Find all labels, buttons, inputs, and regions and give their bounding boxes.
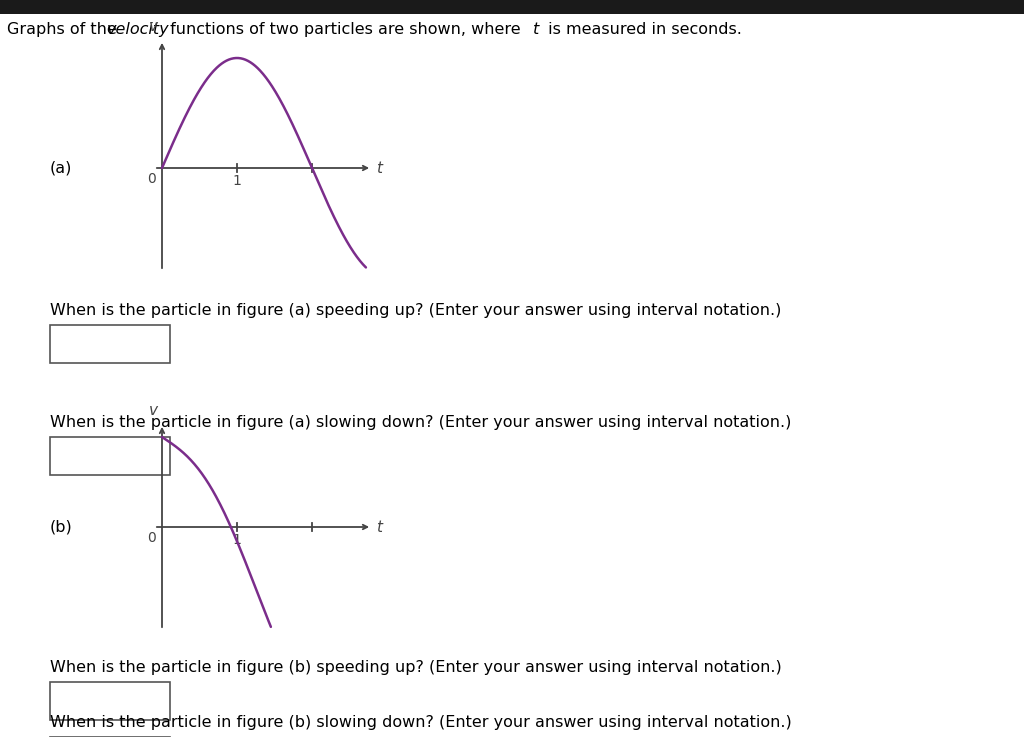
Text: 1: 1 (232, 533, 242, 547)
Bar (50, 682, 170, 720)
Text: When is the particle in figure (b) speeding up? (Enter your answer using interva: When is the particle in figure (b) speed… (50, 660, 781, 675)
Bar (50, 325, 170, 363)
Text: is measured in seconds.: is measured in seconds. (543, 22, 741, 37)
Text: t: t (376, 520, 382, 534)
Text: When is the particle in figure (b) slowing down? (Enter your answer using interv: When is the particle in figure (b) slowi… (50, 715, 792, 730)
Text: 0: 0 (147, 531, 156, 545)
Text: t: t (534, 22, 540, 37)
Text: (b): (b) (50, 520, 73, 534)
Text: When is the particle in figure (a) speeding up? (Enter your answer using interva: When is the particle in figure (a) speed… (50, 303, 781, 318)
Text: 1: 1 (232, 174, 242, 188)
Bar (0, 0, 1024, 14)
Text: functions of two particles are shown, where: functions of two particles are shown, wh… (165, 22, 525, 37)
Text: Graphs of the: Graphs of the (7, 22, 122, 37)
Text: v: v (150, 19, 158, 34)
Bar (50, 437, 170, 475)
Text: v: v (150, 403, 158, 418)
Text: 0: 0 (147, 172, 156, 186)
Text: t: t (376, 161, 382, 175)
Text: (a): (a) (50, 161, 73, 175)
Text: velocity: velocity (106, 22, 170, 37)
Text: When is the particle in figure (a) slowing down? (Enter your answer using interv: When is the particle in figure (a) slowi… (50, 415, 792, 430)
